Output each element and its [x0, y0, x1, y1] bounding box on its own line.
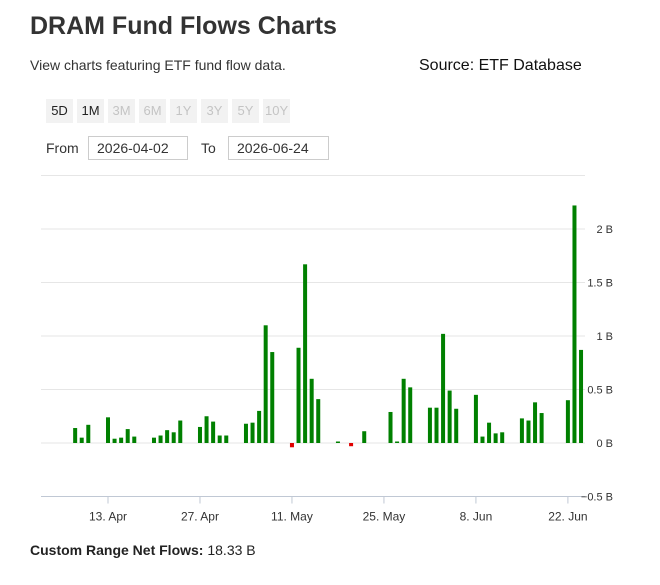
flow-bar: [296, 347, 301, 443]
flow-bar: [217, 435, 222, 443]
y-tick-label: 1.5 B: [587, 278, 613, 290]
flow-bar: [178, 420, 183, 443]
y-tick-label: 0.5 B: [587, 385, 613, 397]
range-buttons: 5D 1M 3M 6M 1Y 3Y 5Y 10Y: [46, 99, 291, 123]
range-button-10y[interactable]: 10Y: [263, 99, 291, 123]
flow-bar: [86, 424, 91, 443]
flow-bar: [73, 428, 78, 443]
flow-bar: [480, 436, 485, 443]
flow-bar: [533, 402, 538, 443]
flow-bar: [243, 423, 248, 443]
flow-bar: [165, 430, 170, 443]
flow-bar: [487, 422, 492, 443]
x-tick-label: 25. May: [363, 510, 406, 524]
y-tick-label: 1 B: [596, 331, 613, 343]
flow-bar: [473, 394, 478, 443]
flow-bar: [289, 443, 294, 448]
flow-bar: [316, 399, 321, 443]
flow-bar: [211, 421, 216, 443]
flow-bar: [257, 410, 262, 443]
flow-bar: [388, 411, 393, 443]
x-tick-label: 27. Apr: [181, 510, 219, 524]
flow-bar: [434, 407, 439, 443]
net-flows-label: Custom Range Net Flows:: [30, 542, 204, 558]
flow-bar: [579, 349, 584, 443]
axes: −0.5 B 0 B 0.5 B 1 B 1.5 B 2 B 13. Apr 27. Apr 1…: [89, 224, 613, 524]
flow-bar: [171, 432, 176, 443]
flow-bar: [132, 436, 137, 443]
flow-bar: [362, 431, 367, 443]
flow-bar: [119, 437, 124, 443]
flow-bar: [349, 443, 354, 447]
flow-bar: [572, 205, 577, 443]
flow-bar: [519, 418, 524, 443]
flow-bar: [565, 400, 570, 443]
x-tick-label: 11. May: [271, 510, 313, 524]
flow-bar: [106, 417, 110, 443]
page-subtitle: View charts featuring ETF fund flow data…: [30, 57, 286, 73]
flow-bar: [224, 435, 229, 443]
fund-flows-chart: −0.5 B 0 B 0.5 B 1 B 1.5 B 2 B 13. Apr 27. Apr 1…: [41, 175, 613, 524]
x-tick-label: 22. Jun: [548, 510, 587, 524]
bars: [73, 205, 584, 448]
range-button-5y[interactable]: 5Y: [232, 99, 259, 123]
from-label: From: [46, 140, 79, 156]
to-date-input[interactable]: [228, 136, 329, 160]
flow-bar: [335, 441, 340, 443]
flow-bar: [158, 435, 163, 443]
y-tick-label: 2 B: [596, 224, 613, 236]
flow-bar: [493, 433, 498, 443]
range-button-3m[interactable]: 3M: [108, 99, 135, 123]
flow-bar: [500, 432, 505, 443]
flow-bar: [539, 413, 544, 443]
flow-bar: [408, 387, 413, 443]
range-button-1m[interactable]: 1M: [77, 99, 104, 123]
flow-bar: [401, 378, 406, 443]
x-tick-label: 13. Apr: [89, 510, 127, 524]
flow-bar: [454, 408, 459, 443]
flow-bar: [526, 420, 531, 443]
flow-bar: [204, 416, 209, 443]
flow-bar: [112, 438, 117, 443]
flow-bar: [309, 378, 314, 443]
from-date-input[interactable]: [88, 136, 188, 160]
to-label: To: [201, 140, 216, 156]
source-label: Source: ETF Database: [419, 57, 582, 74]
flow-bar: [447, 390, 452, 443]
net-flows-summary: Custom Range Net Flows: 18.33 B: [30, 542, 256, 558]
flow-bar: [395, 441, 400, 443]
range-button-3y[interactable]: 3Y: [201, 99, 228, 123]
flow-bar: [151, 437, 156, 443]
page-title: DRAM Fund Flows Charts: [30, 12, 337, 40]
flow-bar: [441, 333, 446, 443]
range-button-5d[interactable]: 5D: [46, 99, 73, 123]
flow-bar: [427, 407, 432, 443]
net-flows-value: 18.33 B: [207, 542, 256, 558]
flow-bar: [303, 264, 308, 443]
range-button-6m[interactable]: 6M: [139, 99, 166, 123]
flow-bar: [125, 429, 130, 443]
y-tick-label: −0.5 B: [581, 492, 613, 504]
flow-bar: [250, 422, 255, 443]
range-button-1y[interactable]: 1Y: [170, 99, 197, 123]
flow-bar: [270, 352, 275, 443]
y-tick-label: 0 B: [596, 438, 613, 450]
x-tick-label: 8. Jun: [460, 510, 493, 524]
flow-bar: [263, 325, 268, 443]
flow-bar: [197, 426, 202, 443]
grid-lines: [41, 175, 585, 497]
flow-bar: [79, 437, 84, 443]
